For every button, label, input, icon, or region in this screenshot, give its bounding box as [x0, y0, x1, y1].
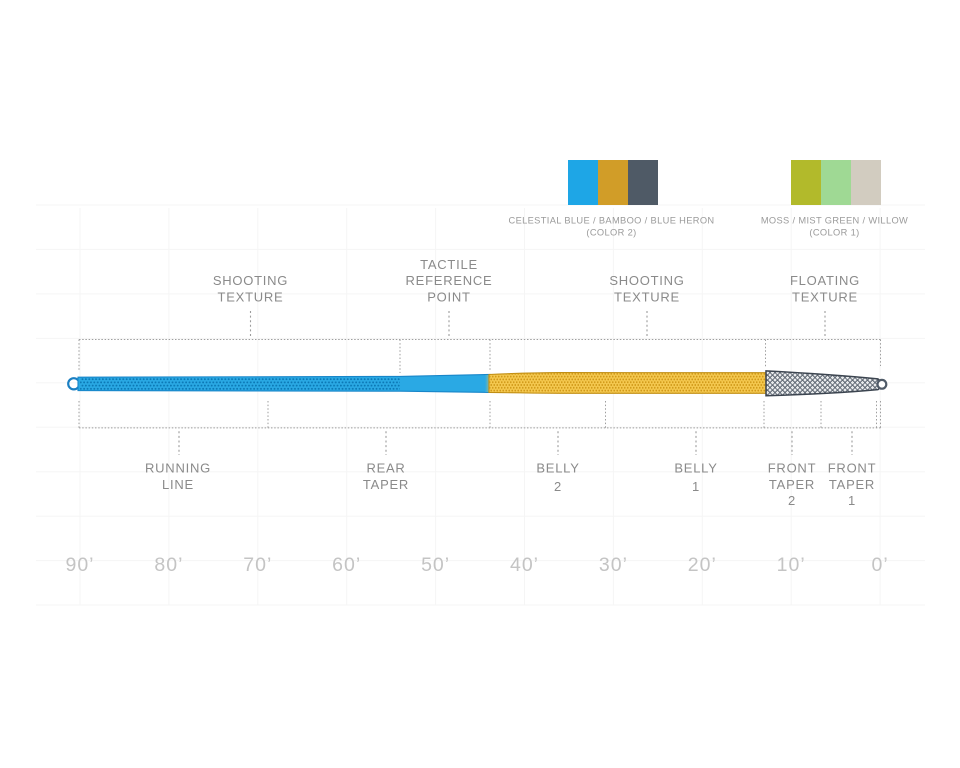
svg-text:1: 1 [692, 479, 700, 494]
svg-text:60’: 60’ [332, 554, 361, 576]
svg-text:70’: 70’ [243, 554, 272, 576]
svg-text:90’: 90’ [65, 554, 94, 576]
svg-text:TAPER: TAPER [829, 477, 875, 492]
svg-text:RUNNING: RUNNING [145, 461, 211, 476]
svg-text:POINT: POINT [427, 289, 470, 304]
svg-text:2: 2 [788, 493, 796, 508]
svg-text:0’: 0’ [872, 554, 889, 576]
svg-text:20’: 20’ [688, 554, 717, 576]
svg-text:FRONT: FRONT [768, 461, 817, 476]
svg-text:LINE: LINE [162, 477, 194, 492]
svg-text:BELLY: BELLY [674, 461, 717, 476]
svg-text:10’: 10’ [777, 554, 806, 576]
svg-text:SHOOTING: SHOOTING [213, 273, 288, 288]
svg-text:FLOATING: FLOATING [790, 273, 860, 288]
svg-text:(COLOR 1): (COLOR 1) [809, 228, 859, 238]
svg-text:REAR: REAR [366, 461, 405, 476]
svg-text:BELLY: BELLY [536, 461, 579, 476]
svg-text:SHOOTING: SHOOTING [609, 273, 684, 288]
svg-text:REFERENCE: REFERENCE [406, 273, 493, 288]
svg-text:2: 2 [554, 479, 562, 494]
svg-text:TAPER: TAPER [769, 477, 815, 492]
svg-text:1: 1 [848, 493, 856, 508]
svg-text:40’: 40’ [510, 554, 539, 576]
svg-text:30’: 30’ [599, 554, 628, 576]
svg-text:CELESTIAL BLUE / BAMBOO / BLUE: CELESTIAL BLUE / BAMBOO / BLUE HERON [509, 216, 715, 226]
svg-text:80’: 80’ [154, 554, 183, 576]
svg-text:TAPER: TAPER [363, 477, 409, 492]
svg-text:TACTILE: TACTILE [420, 257, 478, 272]
svg-text:50’: 50’ [421, 554, 450, 576]
svg-text:TEXTURE: TEXTURE [218, 289, 284, 304]
svg-text:TEXTURE: TEXTURE [614, 289, 680, 304]
svg-text:FRONT: FRONT [828, 461, 877, 476]
svg-text:TEXTURE: TEXTURE [792, 289, 858, 304]
svg-text:(COLOR 2): (COLOR 2) [586, 228, 636, 238]
svg-text:MOSS / MIST GREEN / WILLOW: MOSS / MIST GREEN / WILLOW [761, 216, 908, 226]
